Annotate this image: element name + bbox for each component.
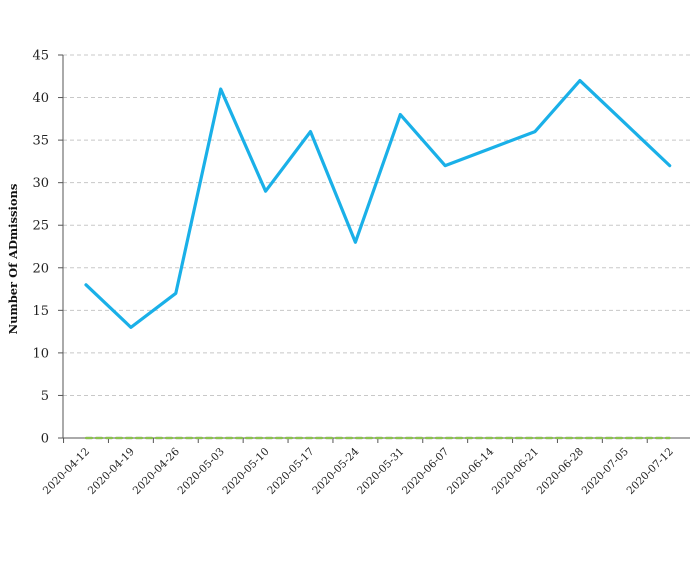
y-tick-label: 30 — [32, 176, 49, 191]
x-tick-label: 2020-07-12 — [625, 446, 676, 497]
x-tick-label: 2020-06-07 — [400, 446, 451, 497]
x-tick-label: 2020-05-24 — [310, 445, 362, 497]
x-tick-label: 2020-05-17 — [265, 446, 316, 497]
x-tick-label: 2020-05-10 — [220, 446, 271, 497]
y-tick-label: 35 — [32, 134, 49, 149]
series-line — [84, 78, 672, 329]
x-tick-label: 2020-06-14 — [445, 445, 497, 497]
x-tick-label: 2020-04-19 — [86, 446, 137, 497]
y-tick-label: 25 — [32, 219, 49, 234]
x-tick-label: 2020-05-03 — [176, 446, 227, 497]
y-tick-label: 45 — [32, 49, 49, 64]
y-tick-label: 15 — [32, 304, 49, 319]
x-tick-label: 2020-05-31 — [355, 446, 406, 497]
x-tick-label: 2020-06-21 — [490, 446, 541, 497]
y-tick-label: 40 — [32, 91, 49, 106]
x-tick-label: 2020-06-28 — [535, 446, 586, 497]
y-tick-labels: 0 5 10 15 20 25 30 35 40 45 — [32, 49, 49, 447]
y-tick-label: 0 — [41, 432, 49, 447]
y-tick-label: 20 — [32, 261, 49, 276]
y-tick-label: 10 — [32, 346, 49, 361]
x-tick-labels: 2020-04-122020-04-192020-04-262020-05-03… — [41, 445, 676, 497]
x-tick-label: 2020-04-26 — [131, 445, 183, 497]
y-axis-title: Number Of ADmissions — [6, 184, 20, 335]
series-lines — [84, 78, 672, 440]
x-tick-label: 2020-04-12 — [41, 446, 92, 497]
gridlines — [63, 54, 690, 396]
x-tick-label: 2020-07-05 — [580, 446, 631, 497]
y-tick-label: 5 — [41, 389, 49, 404]
axes — [58, 54, 690, 443]
